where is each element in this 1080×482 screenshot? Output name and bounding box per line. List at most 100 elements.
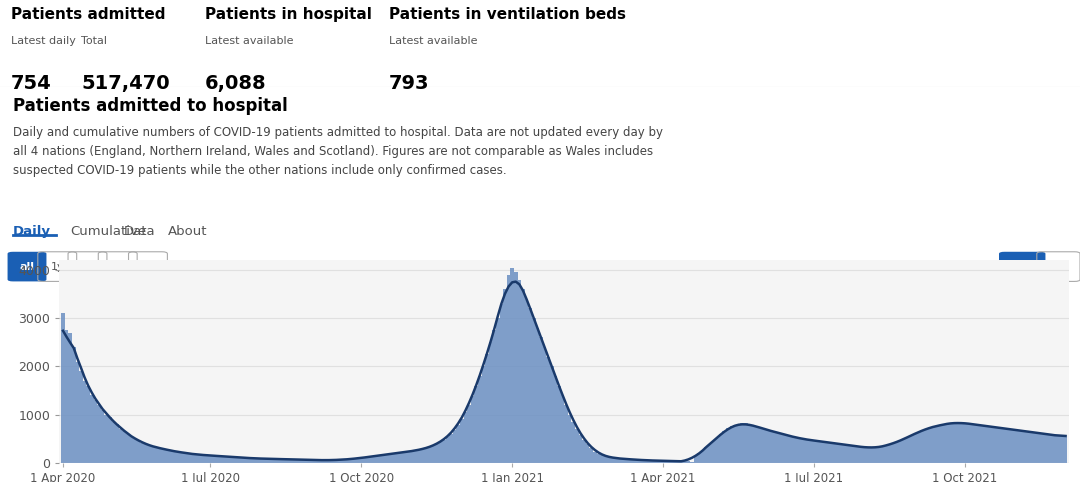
Bar <box>600 455 604 463</box>
Bar <box>108 417 111 463</box>
Bar <box>295 459 298 463</box>
Bar <box>880 447 885 463</box>
Bar <box>826 442 831 463</box>
Bar <box>105 415 108 463</box>
Bar <box>384 455 388 463</box>
Bar <box>1017 430 1021 463</box>
Bar <box>284 459 287 463</box>
Bar <box>68 333 72 463</box>
Bar <box>194 455 198 463</box>
Bar <box>683 461 687 463</box>
Bar <box>485 354 489 463</box>
Bar <box>471 396 474 463</box>
Bar <box>902 439 906 463</box>
Bar <box>931 427 934 463</box>
Bar <box>133 439 137 463</box>
Bar <box>611 458 615 463</box>
Text: 793: 793 <box>389 74 430 93</box>
Bar <box>863 447 866 463</box>
Bar <box>352 459 356 463</box>
Bar <box>341 460 346 463</box>
Text: Linear: Linear <box>1002 262 1041 271</box>
Bar <box>525 299 528 463</box>
Bar <box>76 362 79 463</box>
Bar <box>238 457 241 463</box>
Bar <box>320 460 324 463</box>
Bar <box>316 460 320 463</box>
Bar <box>262 459 266 463</box>
Bar <box>783 435 787 463</box>
Bar <box>517 280 522 463</box>
Bar <box>596 454 600 463</box>
Bar <box>658 461 661 463</box>
Bar <box>1042 434 1045 463</box>
Bar <box>428 447 431 463</box>
Bar <box>205 455 208 463</box>
Bar <box>801 439 805 463</box>
Text: Daily and cumulative numbers of COVID-19 patients admitted to hospital. Data are: Daily and cumulative numbers of COVID-19… <box>13 126 663 177</box>
Bar <box>960 423 963 463</box>
Bar <box>625 459 629 463</box>
Bar <box>130 436 133 463</box>
Bar <box>859 447 863 463</box>
Bar <box>522 289 525 463</box>
Text: 3m: 3m <box>109 262 126 271</box>
Bar <box>403 452 406 463</box>
Bar <box>737 424 741 463</box>
Bar <box>330 460 335 463</box>
Bar <box>726 428 730 463</box>
Bar <box>866 448 869 463</box>
Bar <box>604 456 607 463</box>
Bar <box>895 442 899 463</box>
Bar <box>324 460 327 463</box>
Bar <box>565 405 568 463</box>
Bar <box>679 461 683 463</box>
Bar <box>230 457 233 463</box>
Bar <box>377 455 381 463</box>
Bar <box>1031 432 1035 463</box>
Bar <box>855 446 859 463</box>
Text: Latest daily: Latest daily <box>11 37 76 46</box>
Bar <box>140 443 144 463</box>
Bar <box>794 438 798 463</box>
Bar <box>690 462 693 463</box>
Bar <box>815 441 820 463</box>
Bar <box>306 460 309 463</box>
Bar <box>478 376 482 463</box>
Bar <box>482 366 485 463</box>
Bar <box>168 451 173 463</box>
Bar <box>259 458 262 463</box>
Bar <box>190 454 194 463</box>
Bar <box>963 423 967 463</box>
Bar <box>100 410 105 463</box>
Bar <box>302 460 306 463</box>
Bar <box>787 436 791 463</box>
Bar <box>409 451 414 463</box>
Text: 6,088: 6,088 <box>205 74 267 93</box>
Text: Patients admitted to hospital: Patients admitted to hospital <box>13 97 287 115</box>
Bar <box>874 448 877 463</box>
Text: Cumulative: Cumulative <box>70 225 146 238</box>
Bar <box>579 435 582 463</box>
Bar <box>791 437 794 463</box>
Bar <box>222 456 227 463</box>
Bar <box>719 434 723 463</box>
Bar <box>116 424 119 463</box>
Text: 6m: 6m <box>79 262 96 271</box>
Bar <box>474 386 478 463</box>
Bar <box>741 423 744 463</box>
Bar <box>999 428 1002 463</box>
Bar <box>991 427 996 463</box>
Bar <box>755 427 758 463</box>
Bar <box>292 459 295 463</box>
Bar <box>532 318 536 463</box>
Bar <box>417 450 420 463</box>
Bar <box>939 425 942 463</box>
Bar <box>1056 436 1061 463</box>
Bar <box>593 452 596 463</box>
Bar <box>1007 429 1010 463</box>
Bar <box>837 444 841 463</box>
Bar <box>212 456 216 463</box>
Bar <box>812 441 815 463</box>
Bar <box>335 460 338 463</box>
